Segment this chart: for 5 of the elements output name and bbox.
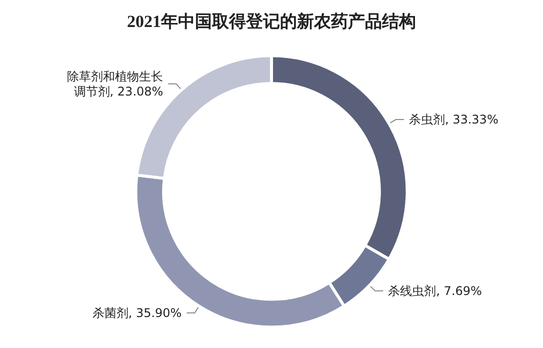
chart-title: 2021年中国取得登记的新农药产品结构 <box>127 12 416 31</box>
slice-label: 除草剂和植物生长调节剂, 23.08% <box>67 69 164 98</box>
slice-label: 杀菌剂, 35.90% <box>92 306 182 320</box>
slice-label: 杀线虫剂, 7.69% <box>388 284 482 298</box>
slice-label: 杀虫剂, 33.33% <box>408 112 498 127</box>
